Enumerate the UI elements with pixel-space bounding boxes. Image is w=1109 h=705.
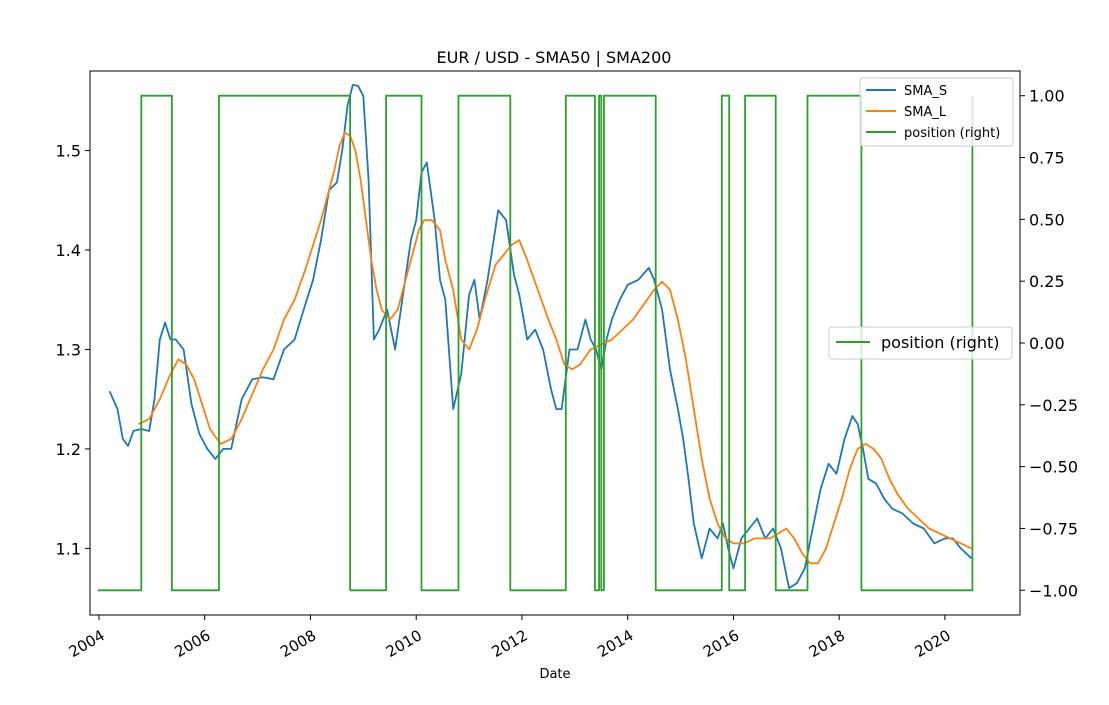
x-tick-label: 2014 xyxy=(594,626,636,661)
x-tick-label: 2012 xyxy=(489,626,531,661)
legend-main-frame xyxy=(859,77,1014,147)
x-tick-label: 2018 xyxy=(806,626,848,661)
y2-tick-label: 1.00 xyxy=(1029,87,1065,106)
y2-tick-label: 0.75 xyxy=(1029,149,1065,168)
y-tick-label: 1.4 xyxy=(56,241,81,260)
y2-tick-label: 0.50 xyxy=(1029,210,1065,229)
y2-tick-label: 0.25 xyxy=(1029,272,1065,291)
x-tick-label: 2010 xyxy=(383,626,425,661)
legend-label-position: position (right) xyxy=(904,126,1000,141)
x-axis-label: Date xyxy=(539,667,570,682)
chart-title: EUR / USD - SMA50 | SMA200 xyxy=(437,48,672,67)
y-tick-label: 1.3 xyxy=(56,340,81,359)
x-axis: 2004 2006 2008 2010 2012 2014 2016 2018 2020 xyxy=(66,615,954,661)
y-axis-right: −1.00 −0.75 −0.50 −0.25 0.00 0.25 0.50 0.75 1.00 xyxy=(1020,87,1078,600)
x-tick-label: 2008 xyxy=(277,626,319,661)
y2-tick-label: −1.00 xyxy=(1029,581,1078,600)
y-tick-label: 1.2 xyxy=(56,440,81,459)
series-line-position xyxy=(97,94,974,592)
x-tick-label: 2004 xyxy=(66,626,108,661)
y2-tick-label: −0.25 xyxy=(1029,396,1078,415)
plot-area xyxy=(97,84,974,592)
y-tick-label: 1.5 xyxy=(56,142,81,161)
y-axis-left: 1.1 1.2 1.3 1.4 1.5 xyxy=(56,142,90,558)
legend-label-sma-s: SMA_S xyxy=(904,84,947,99)
legend-main: SMA_S SMA_L position (right) xyxy=(859,77,1014,147)
legend-label-sma-l: SMA_L xyxy=(904,105,947,120)
y2-tick-label: −0.50 xyxy=(1029,458,1078,477)
plot-frame xyxy=(89,70,1021,616)
x-tick-label: 2016 xyxy=(700,626,742,661)
legend-secondary-frame xyxy=(828,326,1013,360)
x-tick-label: 2020 xyxy=(912,626,954,661)
y-tick-label: 1.1 xyxy=(56,539,81,558)
x-tick-label: 2006 xyxy=(171,626,213,661)
y2-tick-label: −0.75 xyxy=(1029,519,1078,538)
legend-secondary-label-position: position (right) xyxy=(881,333,1000,352)
series-line-sma-s xyxy=(108,84,973,589)
legend-secondary: position (right) xyxy=(828,326,1013,360)
y2-tick-label: 0.00 xyxy=(1029,334,1065,353)
series-line-sma-l xyxy=(138,131,972,565)
